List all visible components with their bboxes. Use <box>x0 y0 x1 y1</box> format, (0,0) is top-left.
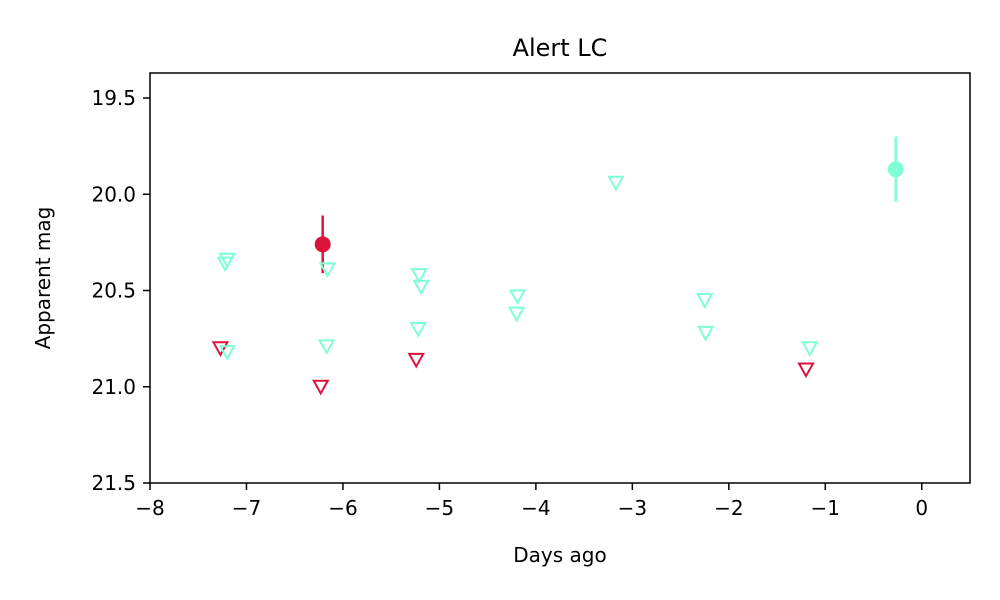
upper-limit-marker <box>318 262 337 279</box>
upper-limit-marker <box>607 175 625 192</box>
x-tick-label: −8 <box>135 496 164 520</box>
upper-limit-marker <box>407 352 425 369</box>
upper-limit-marker <box>211 341 230 357</box>
y-tick-label: 20.0 <box>91 182 136 206</box>
upper-limit-marker <box>797 362 815 379</box>
y-tick-label: 21.0 <box>91 375 136 399</box>
upper-limit-marker <box>216 256 234 273</box>
x-tick-label: −4 <box>521 496 550 520</box>
y-tick-label: 21.5 <box>91 471 136 495</box>
detection-point <box>887 161 904 178</box>
x-tick-label: −1 <box>811 496 840 520</box>
upper-limit-marker <box>312 379 330 396</box>
y-tick-label: 19.5 <box>91 86 136 110</box>
x-tick-label: −6 <box>328 496 357 520</box>
detection-point <box>314 236 331 253</box>
x-axis-label: Days ago <box>513 543 606 567</box>
plot-frame <box>149 72 971 484</box>
x-tick-label: −7 <box>232 496 261 520</box>
x-tick-label: 0 <box>915 496 928 520</box>
x-tick-label: −2 <box>714 496 743 520</box>
upper-limit-marker <box>801 341 819 357</box>
x-tick-label: −5 <box>425 496 454 520</box>
upper-limit-marker <box>507 306 526 323</box>
upper-limit-marker <box>696 293 714 309</box>
upper-limit-marker <box>409 322 427 338</box>
upper-limit-marker <box>508 289 527 305</box>
y-tick-label: 20.5 <box>91 279 136 303</box>
upper-limit-marker <box>218 345 236 361</box>
upper-limit-marker <box>317 339 336 356</box>
y-axis-label: Apparent mag <box>31 207 55 350</box>
axis-ticks: −8 −7 −6 −5 −4 −3 −2 −1 0 19.5 20.0 20.5 21.0 21.5 <box>91 86 928 520</box>
upper-limit-marker <box>696 325 715 342</box>
upper-limit-marker <box>412 279 430 296</box>
x-tick-label: −3 <box>618 496 647 520</box>
upper-limit-marker <box>410 268 428 284</box>
plot-marks <box>211 136 904 396</box>
chart-title: Alert LC <box>513 34 608 62</box>
